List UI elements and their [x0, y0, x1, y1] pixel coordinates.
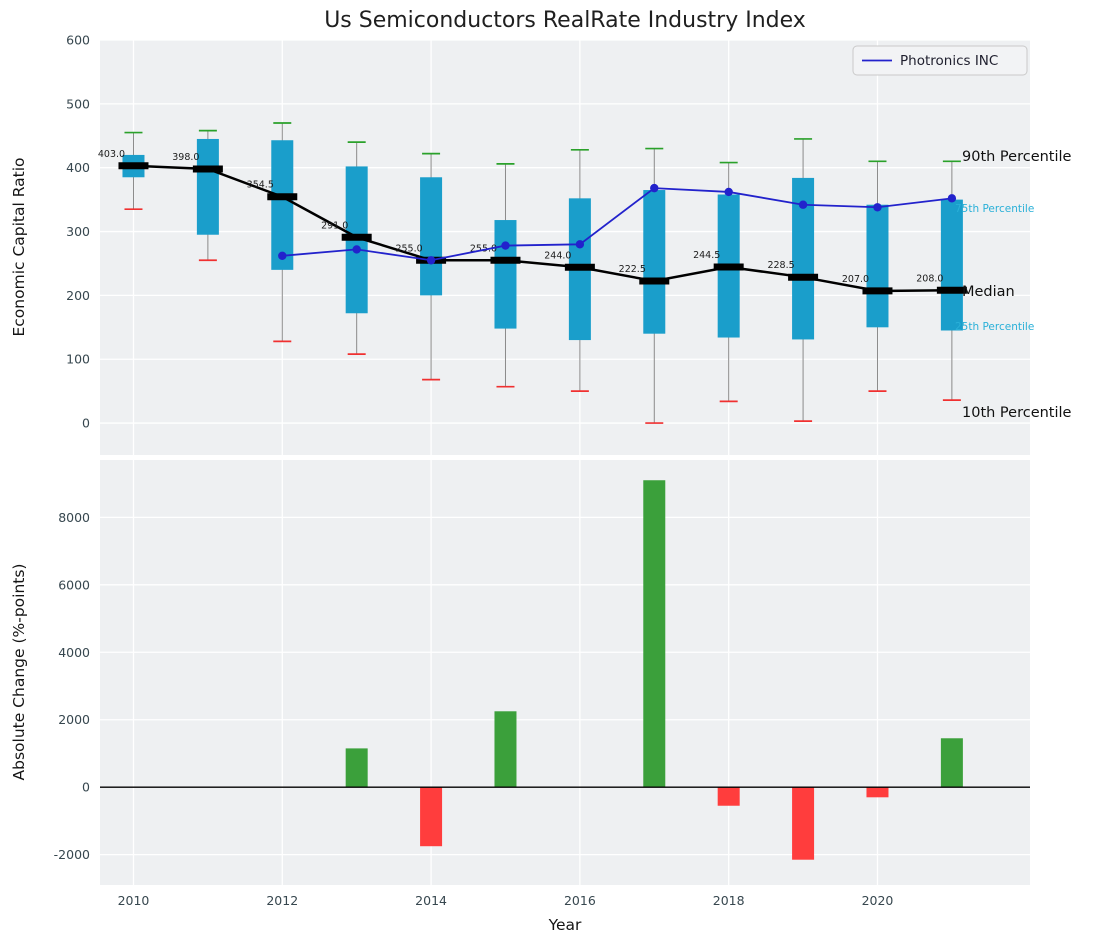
top-y-axis-label: Economic Capital Ratio [10, 157, 28, 336]
change-bar-2020 [866, 787, 889, 798]
photronics-marker-2012 [278, 251, 287, 260]
photronics-marker-2017 [650, 183, 659, 193]
change-bar-2018 [717, 787, 740, 806]
top-y-tick-300: 300 [66, 224, 90, 239]
bottom-y-tick-4000: 4000 [58, 645, 90, 660]
photronics-marker-2013 [352, 245, 361, 254]
annotation-10th-percentile: 10th Percentile [962, 405, 1072, 421]
legend: Photronics INC [852, 45, 1028, 76]
photronics-line [282, 187, 952, 262]
median-value-label-2010: 403.0 [98, 149, 125, 160]
bottom-panel-tick-labels: -2000 0 2000 4000 6000 8000 2010 2012 2014 2016 20… [54, 510, 894, 908]
iqr-box-2017 [643, 190, 666, 334]
iqr-box-2021 [940, 199, 963, 331]
photronics-marker-2020 [873, 203, 882, 212]
photronics-marker-2018 [724, 187, 733, 197]
bottom-y-tick-2000: 2000 [58, 712, 90, 727]
median-value-label-2021: 208.0 [916, 273, 943, 284]
median-value-label-2013: 291.0 [321, 220, 348, 231]
x-tick-2014: 2014 [415, 893, 447, 908]
change-bar-2021 [940, 738, 963, 788]
x-axis-label: Year [548, 916, 582, 934]
median-value-label-2014: 255.0 [395, 243, 422, 254]
x-tick-2020: 2020 [862, 893, 894, 908]
change-bar-2015 [494, 711, 517, 788]
bottom-y-tick-8000: 8000 [58, 510, 90, 525]
top-y-tick-100: 100 [66, 352, 90, 367]
change-bar-2017 [643, 480, 666, 788]
x-tick-2018: 2018 [713, 893, 745, 908]
top-y-tick-0: 0 [82, 416, 90, 431]
bottom-y-tick-0: 0 [82, 780, 90, 795]
annotation-75th-percentile: 75th Percentile [955, 203, 1034, 215]
median-value-label-2018: 244.5 [693, 250, 720, 261]
top-panel-tick-labels: 0 100 200 300 400 500 600 [66, 33, 90, 431]
x-tick-2016: 2016 [564, 893, 596, 908]
top-panel-marks: 403.0 398.0 354.5 291.0 255.0 255.0 244.0 222.5… [98, 122, 967, 424]
iqr-box-2014 [420, 177, 443, 296]
annotation-25th-percentile: 25th Percentile [955, 321, 1034, 333]
iqr-box-2012 [271, 140, 294, 270]
iqr-box-2019 [792, 177, 815, 340]
bottom-y-tick-6000: 6000 [58, 577, 90, 592]
top-panel-background [100, 40, 1030, 455]
legend-label: Photronics INC [900, 53, 998, 69]
photronics-marker-2014 [426, 256, 436, 265]
bottom-y-axis-label: Absolute Change (%-points) [10, 564, 28, 781]
median-value-label-2012: 354.5 [247, 180, 274, 191]
iqr-box-2020 [866, 204, 889, 328]
median-value-label-2019: 228.5 [767, 260, 794, 271]
x-tick-2010: 2010 [118, 893, 150, 908]
median-value-label-2015: 255.0 [470, 243, 497, 254]
median-value-label-2011: 398.0 [172, 152, 199, 163]
percentile-annotations: 90th Percentile 75th Percentile Median 25th… [955, 149, 1072, 421]
top-y-tick-400: 400 [66, 160, 90, 175]
bottom-panel-background [100, 460, 1030, 885]
x-tick-2012: 2012 [266, 893, 298, 908]
iqr-box-2015 [494, 220, 517, 329]
photronics-marker-2016 [575, 240, 585, 249]
median-value-label-2017: 222.5 [619, 264, 646, 275]
bottom-panel-marks [100, 480, 1030, 860]
top-y-tick-600: 600 [66, 33, 90, 48]
top-y-tick-500: 500 [66, 96, 90, 111]
annotation-90th-percentile: 90th Percentile [962, 149, 1072, 165]
change-bar-2019 [792, 787, 815, 860]
photronics-marker-2019 [798, 200, 808, 209]
iqr-box-2011 [196, 138, 219, 235]
legend-frame [852, 45, 1028, 76]
photronics-marker-2015 [501, 241, 510, 250]
change-bar-2013 [345, 748, 368, 788]
photronics-marker-2021 [947, 194, 957, 203]
chart-title: Us Semiconductors RealRate Industry Inde… [324, 8, 806, 33]
top-y-tick-200: 200 [66, 288, 90, 303]
annotation-median: Median [962, 284, 1015, 300]
bottom-y-tick--2000: -2000 [54, 847, 90, 862]
median-value-label-2016: 244.0 [544, 250, 571, 261]
change-bar-2014 [420, 787, 443, 847]
median-value-label-2020: 207.0 [842, 274, 869, 285]
